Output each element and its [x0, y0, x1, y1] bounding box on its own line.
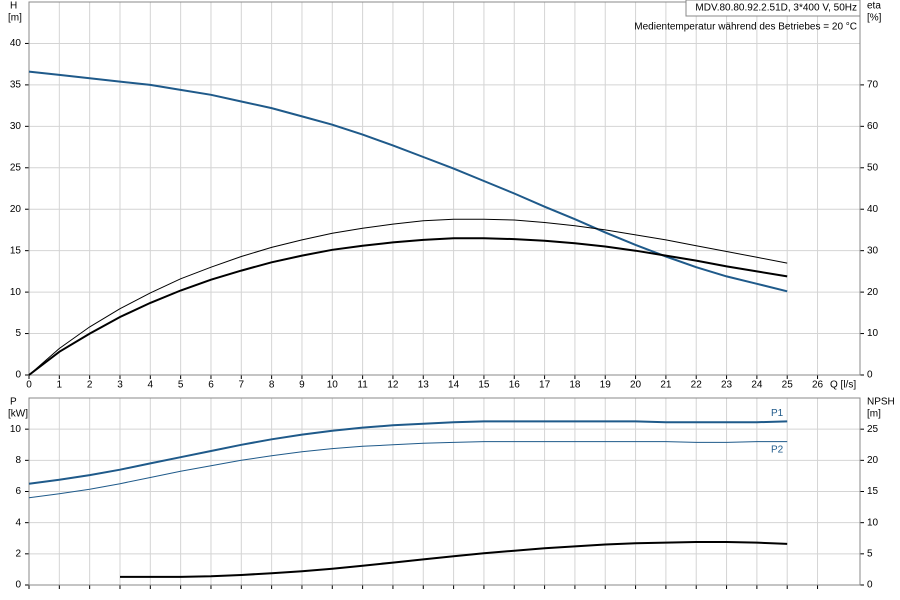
- y-tick-label: 5: [15, 328, 21, 339]
- y-tick-label: 15: [10, 245, 22, 256]
- title-box: [685, 0, 861, 17]
- x-tick-label: 9: [299, 380, 305, 391]
- y2-tick-label: 0: [867, 370, 873, 381]
- y2-tick-label: 70: [867, 80, 879, 91]
- y-tick-label: 8: [15, 455, 21, 466]
- y-tick-label: 2: [15, 548, 21, 559]
- y2-tick-label: 50: [867, 162, 879, 173]
- y2-tick-label: 20: [867, 455, 879, 466]
- x-tick-label: 18: [569, 380, 581, 391]
- x-tick-label: 6: [208, 380, 214, 391]
- y2-axis-label: NPSH: [867, 397, 895, 408]
- y2-axis-label: eta: [867, 1, 881, 12]
- x-axis-label: Q [l/s]: [830, 380, 856, 391]
- x-tick-label: 4: [148, 380, 154, 391]
- y-tick-label: 0: [15, 580, 21, 591]
- curve: [28, 237, 788, 376]
- chart-subtitle: Medientemperatur während des Betriebes =…: [634, 22, 857, 33]
- y-tick-label: 6: [15, 486, 21, 497]
- y-tick-label: 35: [10, 80, 22, 91]
- y2-tick-label: 10: [867, 328, 879, 339]
- plot-frame: [28, 397, 861, 586]
- y-tick-label: 40: [10, 38, 22, 49]
- curve: [120, 541, 788, 578]
- x-tick-label: 13: [418, 380, 430, 391]
- x-tick-label: 23: [721, 380, 733, 391]
- curve-label: P1: [771, 408, 784, 419]
- curve-label: P2: [771, 444, 784, 455]
- curve: [28, 70, 788, 293]
- x-tick-label: 1: [57, 380, 63, 391]
- x-tick-label: 19: [600, 380, 612, 391]
- y2-tick-label: 0: [867, 580, 873, 591]
- y2-tick-label: 25: [867, 424, 879, 435]
- y2-tick-label: 5: [867, 548, 873, 559]
- y-tick-label: 4: [15, 517, 21, 528]
- x-tick-label: 5: [178, 380, 184, 391]
- y-tick-label: 25: [10, 162, 22, 173]
- x-tick-label: 16: [509, 380, 521, 391]
- y-tick-label: 30: [10, 121, 22, 132]
- y-tick-label: 10: [10, 424, 22, 435]
- x-tick-label: 26: [812, 380, 824, 391]
- x-tick-label: 0: [26, 380, 32, 391]
- curve: [28, 420, 788, 485]
- x-tick-label: 10: [327, 380, 339, 391]
- x-tick-label: 25: [782, 380, 794, 391]
- x-tick-label: 2: [87, 380, 93, 391]
- x-tick-label: 15: [478, 380, 490, 391]
- y2-tick-label: 40: [867, 204, 879, 215]
- y2-tick-label: 60: [867, 121, 879, 132]
- chart-layer: 0 1 2 3 4 5 6 7 8 9 10 11 12 13 14 15 16 17 18 19 20 21 22 23 24…: [8, 1, 895, 591]
- y-axis-label: H: [10, 1, 17, 12]
- y-axis-label: P: [10, 397, 17, 408]
- x-tick-label: 24: [751, 380, 763, 391]
- y2-tick-label: 15: [867, 486, 879, 497]
- x-tick-label: 7: [239, 380, 245, 391]
- x-tick-label: 21: [660, 380, 672, 391]
- curve: [28, 441, 788, 499]
- y2-tick-label: 30: [867, 245, 879, 256]
- x-tick-label: 22: [691, 380, 703, 391]
- y-tick-label: 20: [10, 204, 22, 215]
- x-tick-label: 20: [630, 380, 642, 391]
- x-tick-label: 11: [357, 380, 368, 391]
- x-tick-label: 8: [269, 380, 275, 391]
- x-tick-label: 12: [387, 380, 399, 391]
- plot-frame: [28, 1, 861, 376]
- y2-axis-unit: [%]: [867, 13, 882, 24]
- y2-axis-unit: [m]: [867, 409, 881, 420]
- y-tick-label: 0: [15, 370, 21, 381]
- y-axis-unit: [m]: [8, 13, 22, 24]
- curve: [28, 218, 788, 376]
- y2-tick-label: 10: [867, 517, 879, 528]
- x-tick-label: 3: [117, 380, 123, 391]
- chart-title: MDV.80.80.92.2.51D, 3*400 V, 50Hz: [695, 3, 857, 14]
- y2-tick-label: 20: [867, 287, 879, 298]
- y-axis-unit: [kW]: [8, 409, 28, 420]
- y-tick-label: 10: [10, 287, 22, 298]
- x-tick-label: 14: [448, 380, 460, 391]
- x-tick-label: 17: [539, 380, 551, 391]
